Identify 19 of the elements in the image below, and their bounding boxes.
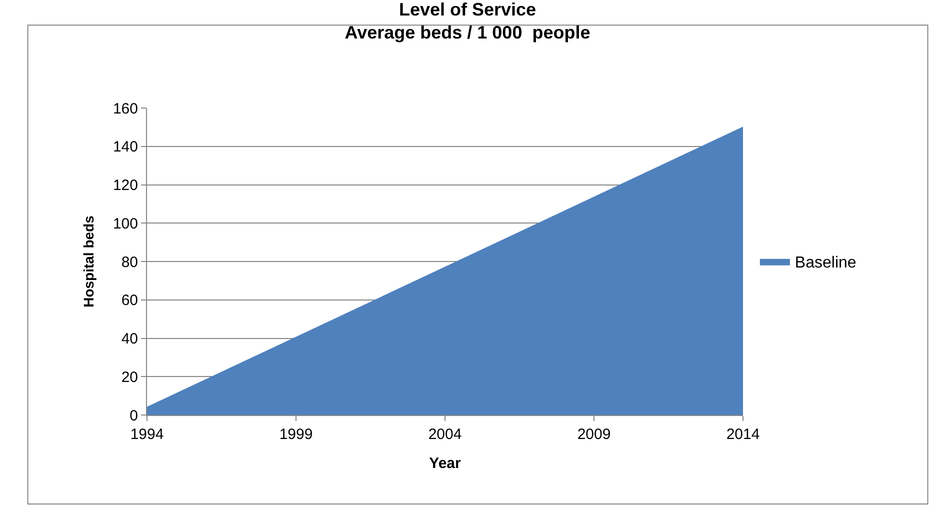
x-tick-label: 2004: [428, 426, 462, 443]
y-tick-label: 40: [121, 330, 138, 348]
y-tick-label: 160: [112, 100, 138, 118]
x-tick-label: 1999: [279, 426, 313, 443]
y-tick-label: 140: [112, 138, 138, 156]
legend-label: Baseline: [794, 254, 856, 272]
x-tick-label: 2014: [726, 426, 760, 443]
y-tick-label: 20: [121, 368, 138, 386]
y-axis-title: Hospital beds: [80, 215, 97, 308]
y-tick-label: 100: [112, 215, 138, 232]
x-tick-label: 1994: [130, 426, 164, 443]
y-tick-label: 80: [121, 254, 138, 271]
y-tick-label: 0: [130, 407, 138, 424]
chart-title: Level of Service: [398, 0, 536, 20]
y-tick-label: 120: [112, 177, 138, 194]
chart-subtitle: Average beds / 1 000 people: [344, 22, 590, 43]
x-tick-label: 2009: [577, 426, 611, 443]
x-axis-title: Year: [429, 455, 462, 472]
y-tick-label: 60: [121, 292, 138, 310]
